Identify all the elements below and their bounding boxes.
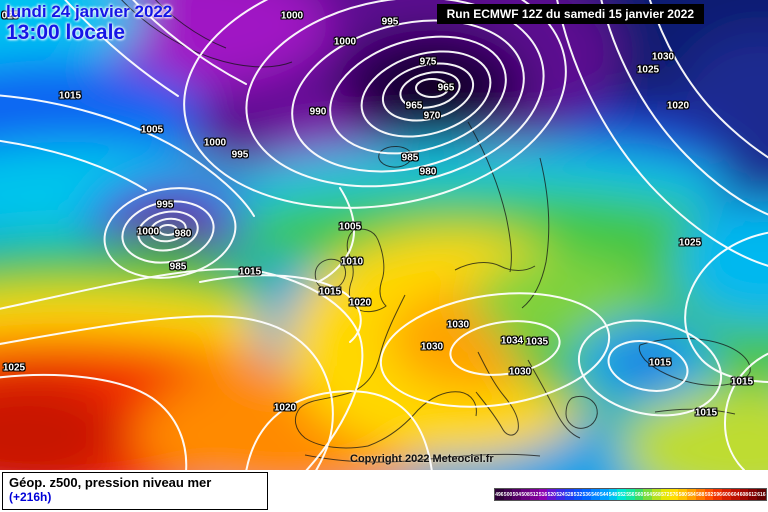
scale-cell: 576 xyxy=(669,489,679,500)
scale-cell: 508 xyxy=(521,489,530,500)
scale-cell: 496 xyxy=(495,489,504,500)
scale-cell: 584 xyxy=(687,489,696,500)
scale-cell: 516 xyxy=(538,489,548,500)
scale-cell: 580 xyxy=(678,489,688,500)
copyright-notice: Copyright 2022 Meteociel.fr xyxy=(350,453,494,465)
scale-cell: 572 xyxy=(660,489,670,500)
scale-cell: 560 xyxy=(634,489,644,500)
scale-cell: 524 xyxy=(556,489,565,500)
scale-cell: 588 xyxy=(695,489,705,500)
legend-box: Géop. z500, pression niveau mer (+216h) xyxy=(2,472,268,510)
scale-cell: 568 xyxy=(652,489,661,500)
scale-cell: 520 xyxy=(547,489,557,500)
scale-cell: 592 xyxy=(704,489,714,500)
color-scale: 496 500 504 508 512 516 520 524 528 532 536 540 544 5… xyxy=(494,488,767,501)
coastlines xyxy=(121,0,751,463)
scale-cell: 544 xyxy=(599,489,609,500)
scale-cell: 552 xyxy=(617,489,627,500)
scale-cell: 616 xyxy=(757,489,766,500)
scale-cell: 604 xyxy=(730,489,740,500)
z500-color-field xyxy=(0,0,768,470)
model-run-info: Run ECMWF 12Z du samedi 15 janvier 2022 xyxy=(436,4,704,24)
scale-cell: 608 xyxy=(739,489,749,500)
scale-cell: 600 xyxy=(722,489,731,500)
scale-cell: 596 xyxy=(713,489,723,500)
scale-cell: 612 xyxy=(748,489,758,500)
isobar-contours xyxy=(0,0,768,470)
valid-date: lundi 24 janvier 2022 xyxy=(6,2,173,21)
scale-cell: 528 xyxy=(564,489,574,500)
scale-cell: 564 xyxy=(643,489,653,500)
weather-map: 1000 995 1000 975 965 965 970 990 985 980 025 1015 1… xyxy=(0,0,768,470)
scale-cell: 540 xyxy=(591,489,600,500)
bottom-bar: Géop. z500, pression niveau mer (+216h) … xyxy=(0,470,768,512)
scale-cell: 504 xyxy=(512,489,522,500)
scale-cell: 548 xyxy=(608,489,618,500)
valid-datetime: lundi 24 janvier 2022 13:00 locale xyxy=(6,2,172,45)
scale-cell: 500 xyxy=(503,489,513,500)
scale-cell: 512 xyxy=(529,489,539,500)
legend-title: Géop. z500, pression niveau mer xyxy=(9,475,212,490)
forecast-lead-time: (+216h) xyxy=(9,490,52,504)
scale-cell: 556 xyxy=(626,489,635,500)
geopotential-pressure-map xyxy=(0,0,768,470)
scale-cell: 532 xyxy=(573,489,583,500)
scale-cell: 536 xyxy=(582,489,592,500)
valid-time: 13:00 locale xyxy=(6,21,126,45)
